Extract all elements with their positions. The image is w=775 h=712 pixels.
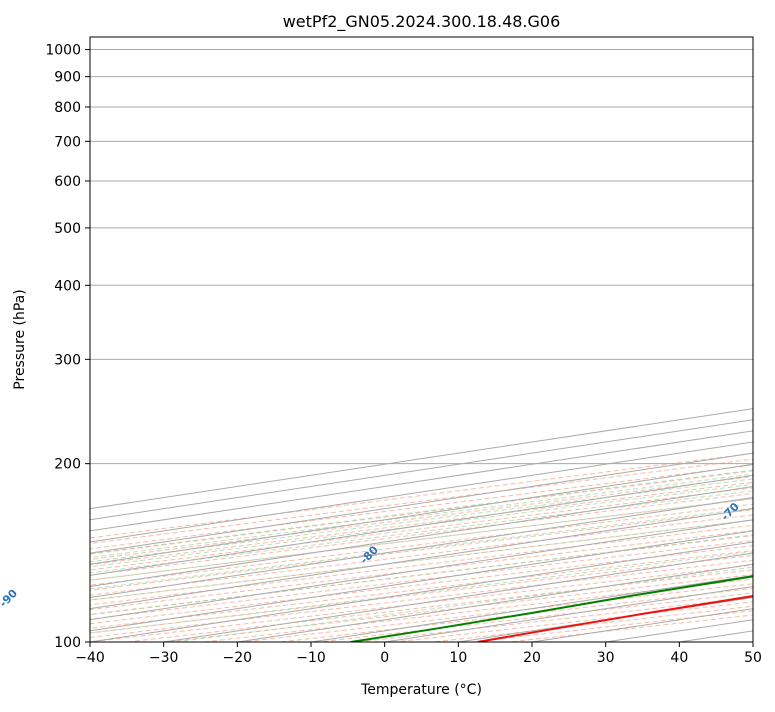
isotherm-line — [90, 463, 753, 565]
y-tick-label: 700 — [54, 134, 81, 150]
x-tick-label: 40 — [670, 650, 688, 666]
x-tick-label: 50 — [744, 650, 762, 666]
y-tick-label: 900 — [54, 70, 81, 86]
y-tick-label: 600 — [54, 174, 81, 190]
x-tick-label: −10 — [296, 650, 326, 666]
y-axis-label: Pressure (hPa) — [12, 289, 28, 389]
isotherms — [90, 408, 753, 642]
x-tick-label: 20 — [523, 650, 541, 666]
y-tick-label: 400 — [54, 278, 81, 294]
x-tick-label: 10 — [449, 650, 467, 666]
x-tick-label: 30 — [597, 650, 615, 666]
x-tick-label: −40 — [75, 650, 105, 666]
chart-title: wetPf2_GN05.2024.300.18.48.G06 — [283, 12, 561, 32]
plot-frame — [89, 36, 754, 643]
isotherm-line — [90, 485, 753, 587]
isotherm-line — [90, 519, 753, 621]
x-axis-label: Temperature (°C) — [360, 682, 482, 698]
x-axis: −40 −30 −20 −10 0 10 20 30 40 50 — [75, 642, 762, 666]
y-tick-label: 1000 — [45, 43, 81, 59]
x-tick-label: 0 — [380, 650, 389, 666]
y-tick-label: 800 — [54, 100, 81, 116]
x-tick-label: −30 — [149, 650, 179, 666]
y-tick-label: 200 — [54, 457, 81, 473]
isotherm-line — [90, 508, 753, 610]
y-tick-label: 100 — [54, 635, 81, 651]
isotherm-line — [90, 474, 753, 576]
y-axis: 1000 900 800 700 600 500 400 300 200 100 — [45, 43, 90, 651]
isotherm-line — [90, 530, 753, 632]
isotherm-line — [90, 497, 753, 599]
y-tick-label: 500 — [54, 221, 81, 237]
plot-background — [90, 37, 753, 642]
pressure-gridlines — [90, 49, 753, 642]
isotherm-line — [90, 441, 753, 543]
y-tick-label: 300 — [54, 352, 81, 368]
isotherm-line — [90, 452, 753, 554]
x-tick-label: −20 — [223, 650, 253, 666]
